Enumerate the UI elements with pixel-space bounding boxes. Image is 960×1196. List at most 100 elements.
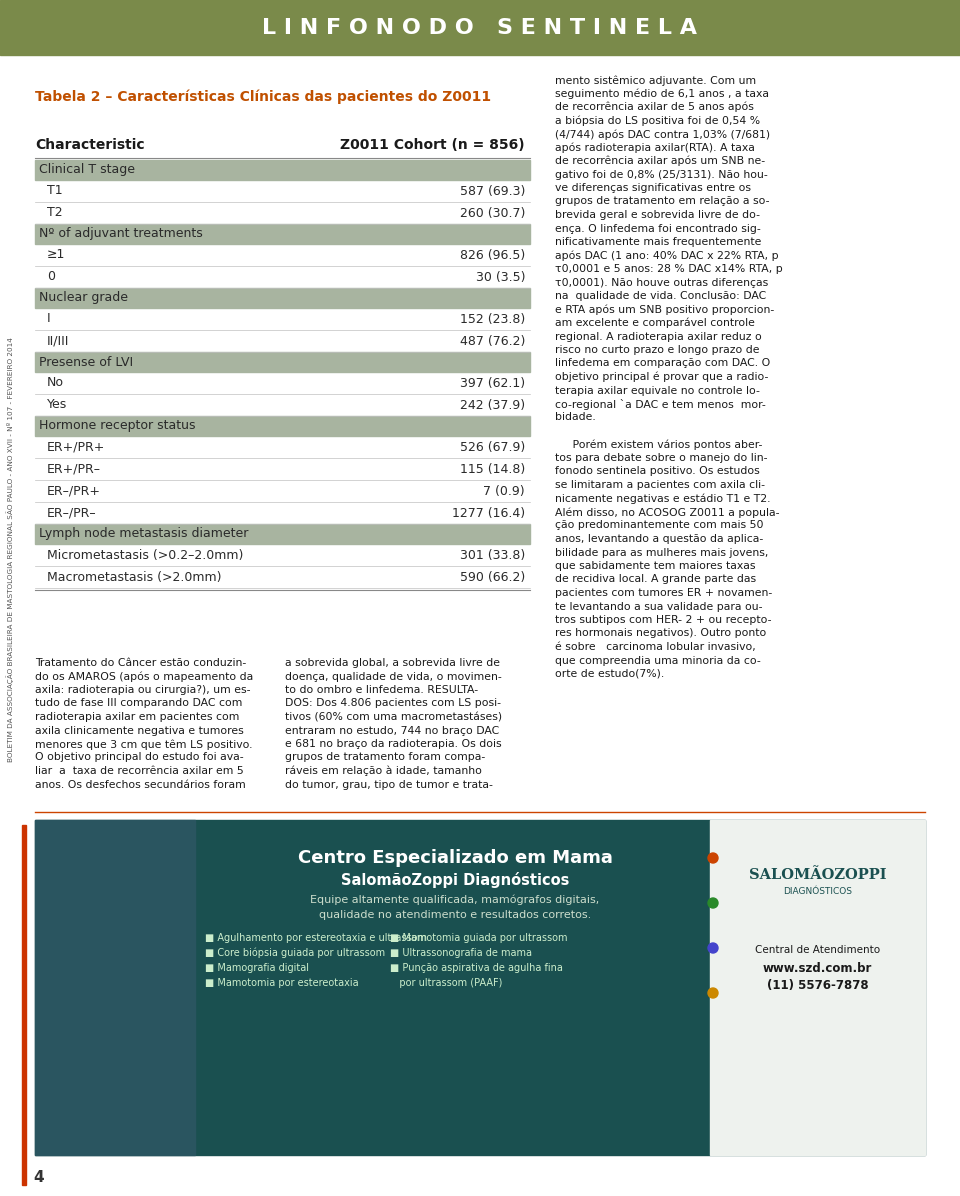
Text: 301 (33.8): 301 (33.8) [460,549,525,561]
Text: Clinical T stage: Clinical T stage [39,164,135,177]
Bar [35,352,530,372]
Text: por ultrassom (PAAF): por ultrassom (PAAF) [390,978,502,988]
Bar [22,825,26,1185]
Text: de recorrência axilar de 5 anos após: de recorrência axilar de 5 anos após [555,102,754,112]
Text: 1277 (16.4): 1277 (16.4) [452,506,525,519]
Text: Characteristic: Characteristic [35,138,145,152]
Text: de recidiva local. A grande parte das: de recidiva local. A grande parte das [555,574,756,585]
Text: fonodo sentinela positivo. Os estudos: fonodo sentinela positivo. Os estudos [555,466,759,476]
Text: II/III: II/III [47,335,69,348]
Text: (11) 5576-7878: (11) 5576-7878 [767,980,868,993]
Text: que compreendia uma minoria da co-: que compreendia uma minoria da co- [555,655,760,665]
Text: Além disso, no ACOSOG Z0011 a popula-: Além disso, no ACOSOG Z0011 a popula- [555,507,780,518]
Text: axila: radioterapia ou cirurgia?), um es-: axila: radioterapia ou cirurgia?), um es… [35,685,251,695]
Text: τ0,0001). Não houve outras diferenças: τ0,0001). Não houve outras diferenças [555,277,768,287]
Text: bidade.: bidade. [555,413,596,422]
Bar [35,288,530,309]
Text: ■ Core biópsia guiada por ultrassom: ■ Core biópsia guiada por ultrassom [205,947,385,958]
Text: liar  a  taxa de recorrência axilar em 5: liar a taxa de recorrência axilar em 5 [35,765,244,776]
Circle shape [708,942,718,953]
Text: se limitaram a pacientes com axila cli-: se limitaram a pacientes com axila cli- [555,480,765,490]
Text: tudo de fase III comparando DAC com: tudo de fase III comparando DAC com [35,698,242,708]
Text: é sobre   carcinoma lobular invasivo,: é sobre carcinoma lobular invasivo, [555,642,756,652]
Text: anos, levantando a questão da aplica-: anos, levantando a questão da aplica- [555,533,763,544]
Text: ■ Agulhamento por estereotaxia e ultrassom: ■ Agulhamento por estereotaxia e ultrass… [205,933,427,942]
Text: entraram no estudo, 744 no braço DAC: entraram no estudo, 744 no braço DAC [285,726,499,736]
Text: tivos (60% com uma macrometastáses): tivos (60% com uma macrometastáses) [285,712,502,722]
Text: 242 (37.9): 242 (37.9) [460,398,525,411]
Text: Tabela 2 – Características Clínicas das pacientes do Z0011: Tabela 2 – Características Clínicas das … [35,90,492,104]
Text: Lymph node metastasis diameter: Lymph node metastasis diameter [39,527,249,541]
Text: a sobrevida global, a sobrevida livre de: a sobrevida global, a sobrevida livre de [285,658,500,669]
Text: I: I [47,312,51,325]
Bar [35,820,195,1155]
Text: to do ombro e linfedema. RESULTA-: to do ombro e linfedema. RESULTA- [285,685,478,695]
Text: ção predominantemente com mais 50: ção predominantemente com mais 50 [555,520,763,531]
Text: ER–/PR–: ER–/PR– [47,506,97,519]
Text: ER+/PR–: ER+/PR– [47,463,101,476]
Text: seguimento médio de 6,1 anos , a taxa: seguimento médio de 6,1 anos , a taxa [555,89,769,99]
Text: a biópsia do LS positiva foi de 0,54 %: a biópsia do LS positiva foi de 0,54 % [555,116,760,126]
Text: pacientes com tumores ER + novamen-: pacientes com tumores ER + novamen- [555,588,772,598]
Text: L I N F O N O D O   S E N T I N E L A: L I N F O N O D O S E N T I N E L A [262,18,698,37]
Text: após DAC (1 ano: 40% DAC x 22% RTA, p: após DAC (1 ano: 40% DAC x 22% RTA, p [555,250,779,261]
Text: 397 (62.1): 397 (62.1) [460,377,525,390]
Text: risco no curto prazo e longo prazo de: risco no curto prazo e longo prazo de [555,344,759,355]
Text: No: No [47,377,64,390]
Text: Porém existem vários pontos aber-: Porém existem vários pontos aber- [555,439,762,450]
Text: bilidade para as mulheres mais jovens,: bilidade para as mulheres mais jovens, [555,548,768,557]
Text: Macrometastasis (>2.0mm): Macrometastasis (>2.0mm) [47,570,222,584]
Text: SALOMÃOZOPPI: SALOMÃOZOPPI [749,868,886,881]
Text: 152 (23.8): 152 (23.8) [460,312,525,325]
Text: e 681 no braço da radioterapia. Os dois: e 681 no braço da radioterapia. Os dois [285,739,502,749]
Text: 260 (30.7): 260 (30.7) [460,207,525,220]
Text: Yes: Yes [47,398,67,411]
Bar [710,820,925,1155]
Text: 0: 0 [47,270,55,283]
Circle shape [708,898,718,908]
Text: anos. Os desfechos secundários foram: anos. Os desfechos secundários foram [35,780,246,789]
Text: (4/744) após DAC contra 1,03% (7/681): (4/744) após DAC contra 1,03% (7/681) [555,129,770,140]
Text: terapia axilar equivale no controle lo-: terapia axilar equivale no controle lo- [555,385,760,396]
Text: brevida geral e sobrevida livre de do-: brevida geral e sobrevida livre de do- [555,210,760,220]
Text: Equipe altamente qualificada, mamógrafos digitais,: Equipe altamente qualificada, mamógrafos… [310,895,600,905]
Text: que sabidamente tem maiores taxas: que sabidamente tem maiores taxas [555,561,756,570]
Text: objetivo principal é provar que a radio-: objetivo principal é provar que a radio- [555,372,768,383]
Bar [35,416,530,437]
Text: de recorrência axilar após um SNB ne-: de recorrência axilar após um SNB ne- [555,155,765,166]
Text: Nuclear grade: Nuclear grade [39,292,128,305]
Text: T1: T1 [47,184,62,197]
Text: 487 (76.2): 487 (76.2) [460,335,525,348]
Text: grupos de tratamento foram compa-: grupos de tratamento foram compa- [285,752,485,763]
Text: regional. A radioterapia axilar reduz o: regional. A radioterapia axilar reduz o [555,331,761,342]
Text: ER+/PR+: ER+/PR+ [47,440,106,453]
Text: BOLETIM DA ASSOCIAÇÃO BRASILEIRA DE MASTOLOGIA REGIONAL SÃO PAULO - ANO XVII - N: BOLETIM DA ASSOCIAÇÃO BRASILEIRA DE MAST… [6,337,13,762]
Text: menores que 3 cm que têm LS positivo.: menores que 3 cm que têm LS positivo. [35,739,252,750]
Text: qualidade no atendimento e resultados corretos.: qualidade no atendimento e resultados co… [319,910,591,920]
Text: mento sistêmico adjuvante. Com um: mento sistêmico adjuvante. Com um [555,75,756,85]
Text: orte de estudo(7%).: orte de estudo(7%). [555,669,664,679]
Text: do os AMAROS (após o mapeamento da: do os AMAROS (após o mapeamento da [35,671,253,682]
Text: τ0,0001 e 5 anos: 28 % DAC x14% RTA, p: τ0,0001 e 5 anos: 28 % DAC x14% RTA, p [555,264,782,274]
Text: ve diferenças significativas entre os: ve diferenças significativas entre os [555,183,751,193]
Text: ■ Mamografia digital: ■ Mamografia digital [205,963,309,974]
Text: nificativamente mais frequentemente: nificativamente mais frequentemente [555,237,761,248]
Circle shape [708,988,718,997]
Text: ■ Mamotomia guiada por ultrassom: ■ Mamotomia guiada por ultrassom [390,933,567,942]
Text: e RTA após um SNB positivo proporcion-: e RTA após um SNB positivo proporcion- [555,305,775,315]
Text: DIAGNÓSTICOS: DIAGNÓSTICOS [783,887,852,897]
Text: res hormonais negativos). Outro ponto: res hormonais negativos). Outro ponto [555,629,766,639]
Text: am excelente e comparável controle: am excelente e comparável controle [555,318,755,329]
Text: nicamente negativas e estádio T1 e T2.: nicamente negativas e estádio T1 e T2. [555,494,771,504]
Text: 30 (3.5): 30 (3.5) [475,270,525,283]
Text: co-regional `a DAC e tem menos  mor-: co-regional `a DAC e tem menos mor- [555,399,766,410]
Text: te levantando a sua validade para ou-: te levantando a sua validade para ou- [555,602,762,611]
Text: ráveis em relação à idade, tamanho: ráveis em relação à idade, tamanho [285,765,482,776]
Text: DOS: Dos 4.806 pacientes com LS posi-: DOS: Dos 4.806 pacientes com LS posi- [285,698,501,708]
Text: gativo foi de 0,8% (25/3131). Não hou-: gativo foi de 0,8% (25/3131). Não hou- [555,170,768,179]
Text: Central de Atendimento: Central de Atendimento [755,945,880,954]
Text: ■ Ultrassonografia de mama: ■ Ultrassonografia de mama [390,948,532,958]
Text: 587 (69.3): 587 (69.3) [460,184,525,197]
Text: ença. O linfedema foi encontrado sig-: ença. O linfedema foi encontrado sig- [555,224,760,233]
Bar [35,820,925,1155]
